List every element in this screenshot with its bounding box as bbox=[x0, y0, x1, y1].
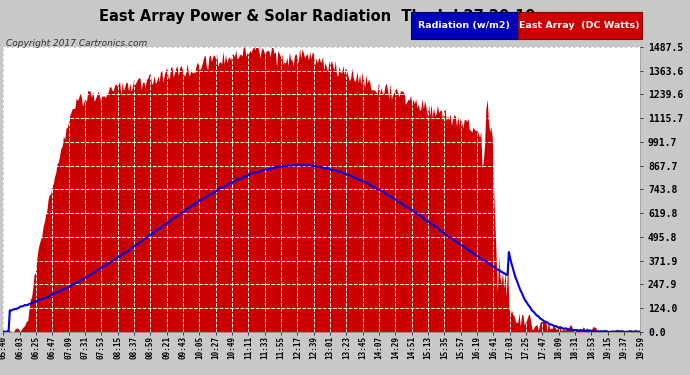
Text: East Array Power & Solar Radiation  Thu Jul 27 20:19: East Array Power & Solar Radiation Thu J… bbox=[99, 9, 535, 24]
Text: Radiation (w/m2): Radiation (w/m2) bbox=[418, 21, 510, 30]
Text: East Array  (DC Watts): East Array (DC Watts) bbox=[520, 21, 640, 30]
Text: Copyright 2017 Cartronics.com: Copyright 2017 Cartronics.com bbox=[6, 39, 147, 48]
